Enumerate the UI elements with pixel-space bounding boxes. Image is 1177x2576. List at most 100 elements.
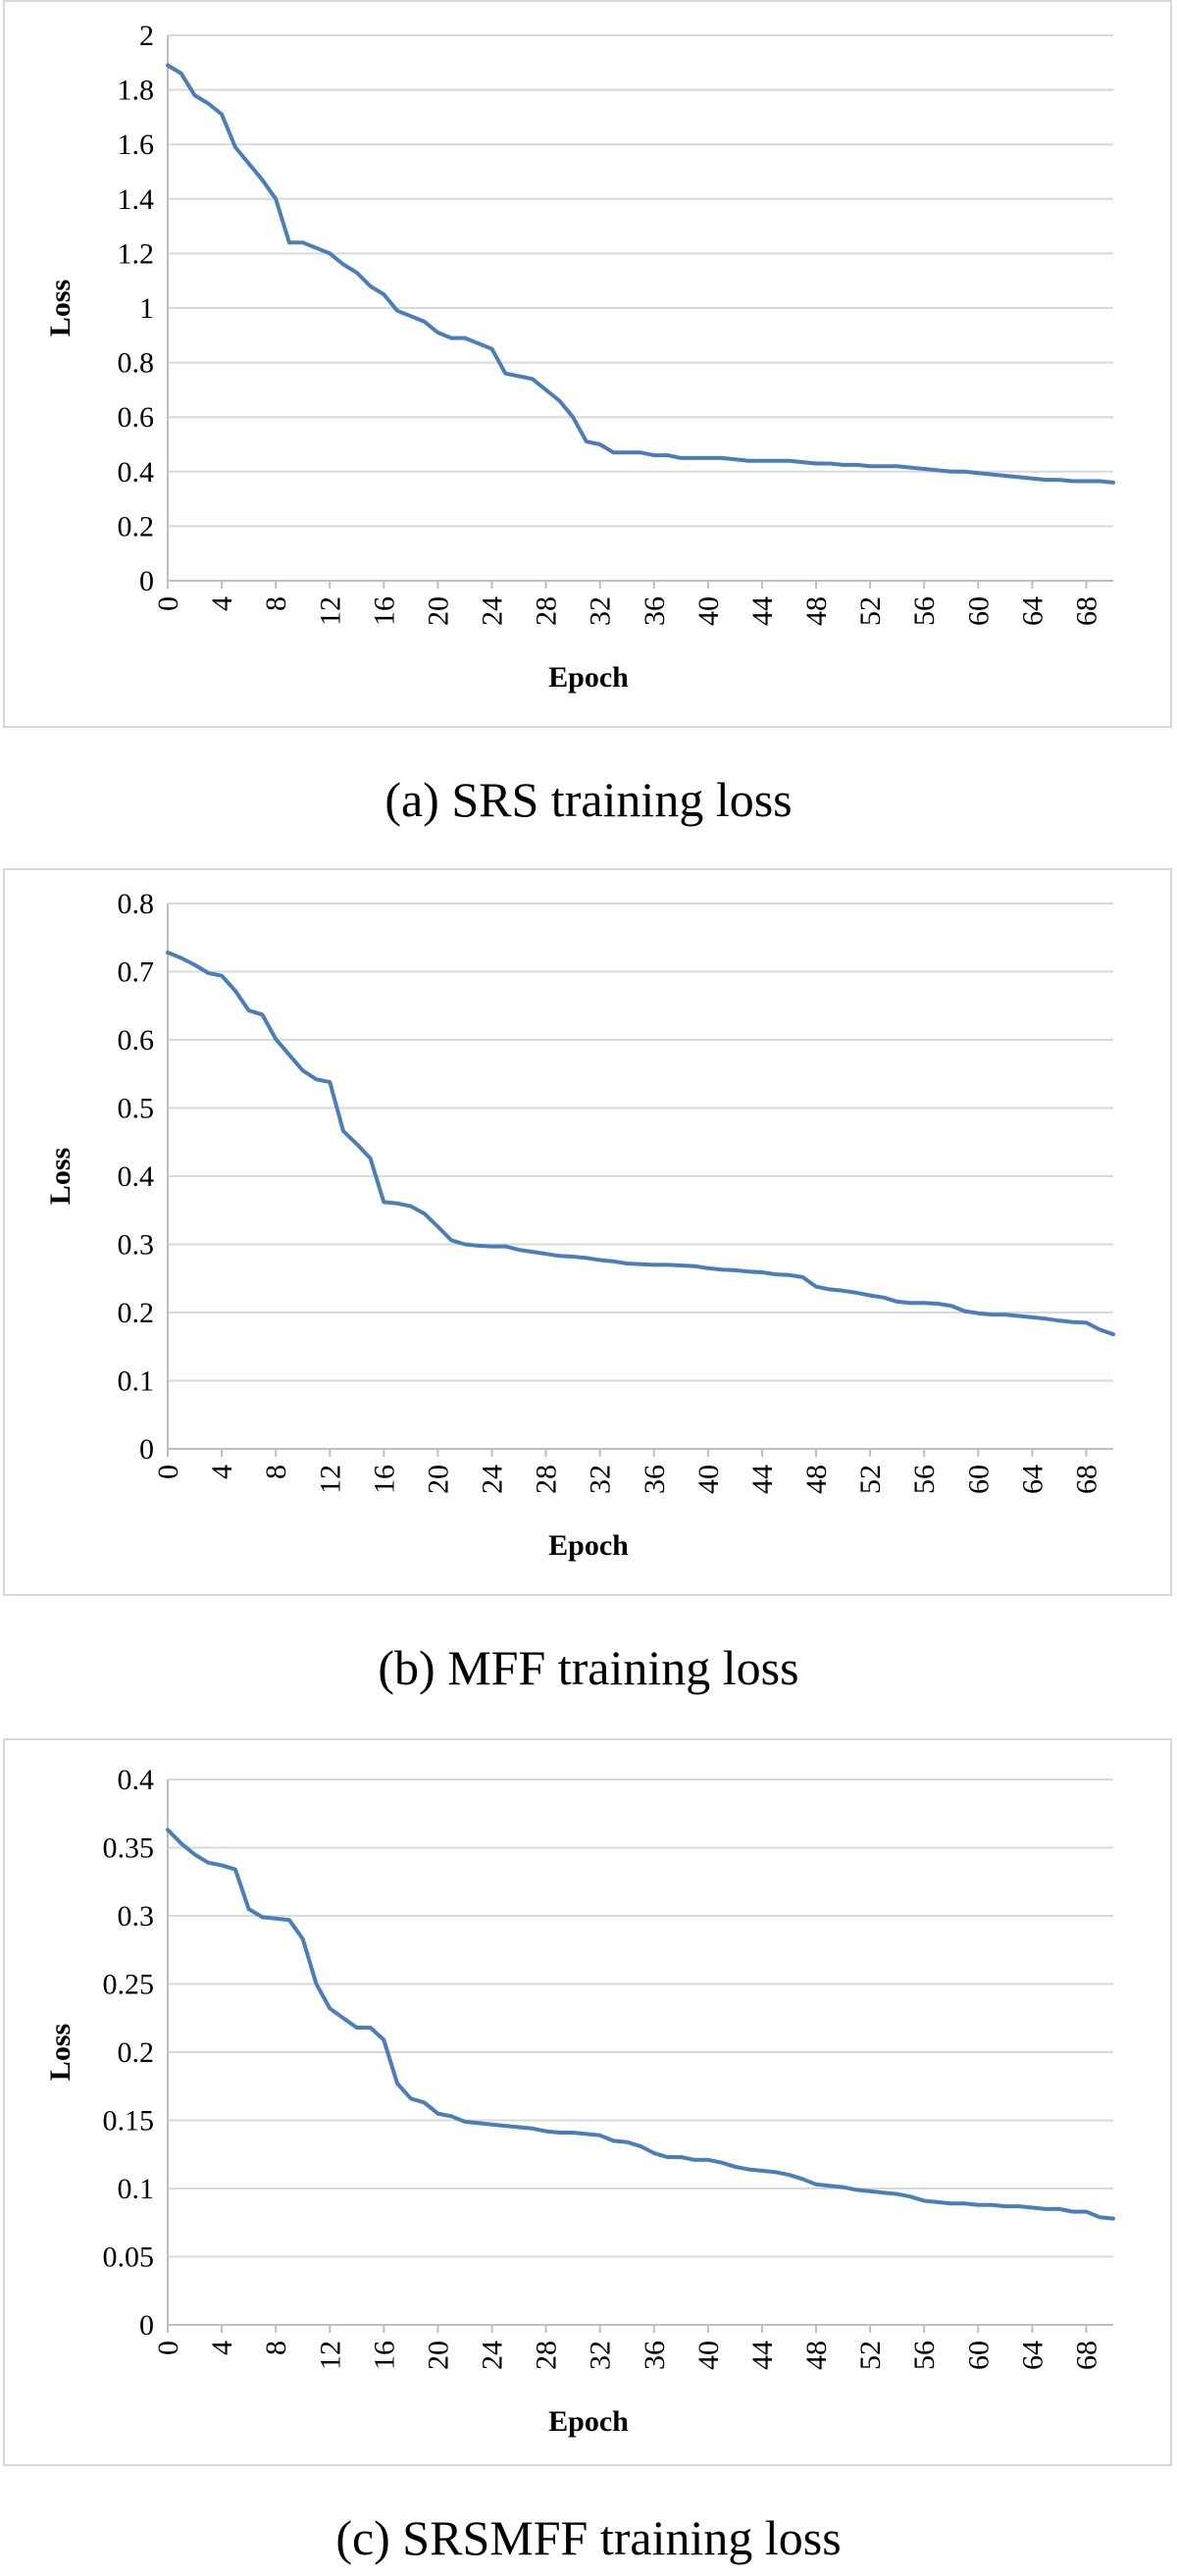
loss-series-line (166, 951, 1115, 1337)
y-tick-label: 0.6 (118, 1024, 155, 1056)
x-tick-label: 52 (854, 2341, 887, 2370)
x-tick-label: 28 (531, 596, 563, 626)
x-tick-label: 40 (692, 2341, 725, 2370)
x-tick-label: 36 (639, 2341, 671, 2370)
x-tick-label: 52 (854, 1465, 887, 1494)
x-axis-title: Epoch (548, 1529, 629, 1562)
y-tick-label: 0.4 (118, 1160, 155, 1193)
line-chart-srsmff: 00.050.10.150.20.250.30.350.40 4 8 12 16 20 24… (44, 1764, 1115, 2438)
y-tick-label: 1.8 (118, 75, 155, 107)
x-tick-label: 24 (477, 2341, 509, 2370)
chart-frame: 0 0.1 0.2 0.3 0.4 0.5 0.6 0.7 0.8 0 4 8 12 16 20 24 28 32… (3, 868, 1172, 1596)
y-tick-label: 0.35 (103, 1832, 155, 1865)
x-tick-label: 56 (908, 2341, 941, 2370)
y-tick-label: 1.2 (118, 237, 155, 270)
x-tick-label: 12 (314, 2341, 346, 2370)
x-tick-label: 0 (152, 2341, 184, 2355)
y-tick-label: 0.6 (118, 401, 155, 434)
x-tick-label: 60 (962, 596, 995, 626)
x-tick-label: 60 (962, 2341, 995, 2370)
y-tick-label: 0.7 (118, 956, 155, 989)
x-tick-label: 60 (962, 1465, 995, 1494)
y-tick-label: 0.3 (118, 1229, 155, 1262)
y-tick-label: 0.4 (118, 1764, 155, 1796)
line-chart-mff: 00.10.20.30.40.50.60.70.80 4 8 12 16 20 24 28 32… (44, 888, 1115, 1562)
x-tick-label: 48 (800, 596, 833, 626)
y-axis-title: Loss (44, 1148, 77, 1205)
x-tick-label: 40 (692, 596, 725, 626)
x-axis-title: Epoch (548, 2405, 629, 2438)
x-tick-label: 20 (422, 1465, 454, 1494)
x-tick-label: 8 (260, 1465, 292, 1479)
y-tick-label: 2 (139, 20, 154, 52)
x-tick-label: 44 (746, 1465, 779, 1494)
x-tick-label: 20 (422, 2341, 454, 2370)
x-tick-label: 36 (639, 1465, 671, 1494)
x-tick-label: 16 (368, 596, 400, 626)
x-tick-label: 0 (152, 596, 184, 611)
y-tick-label: 0.2 (118, 510, 155, 542)
x-tick-label: 36 (639, 596, 671, 626)
x-tick-label: 56 (908, 596, 941, 626)
x-tick-label: 4 (206, 2341, 238, 2355)
y-tick-label: 0 (139, 1433, 154, 1466)
x-tick-label: 16 (368, 2341, 400, 2370)
x-tick-label: 68 (1070, 2341, 1102, 2370)
x-tick-label: 64 (1016, 2341, 1049, 2370)
x-tick-label: 16 (368, 1465, 400, 1494)
x-tick-label: 24 (477, 1465, 509, 1494)
y-tick-label: 0.3 (118, 1900, 155, 1932)
x-axis-title: Epoch (548, 661, 629, 694)
x-tick-label: 12 (314, 596, 346, 626)
x-tick-label: 0 (152, 1465, 184, 1479)
x-tick-label: 68 (1070, 1465, 1102, 1494)
x-tick-label: 4 (206, 596, 238, 611)
loss-series-line (166, 1828, 1115, 2221)
x-tick-label: 52 (854, 596, 887, 626)
x-tick-label: 40 (692, 1465, 725, 1494)
x-tick-label: 32 (585, 1465, 617, 1494)
x-tick-label: 44 (746, 596, 779, 626)
x-tick-label: 56 (908, 1465, 941, 1494)
x-tick-label: 28 (531, 2341, 563, 2370)
chart-caption: (a) SRS training loss (384, 772, 793, 827)
y-tick-label: 1.6 (118, 129, 155, 161)
x-tick-label: 4 (206, 1465, 238, 1479)
y-tick-label: 0.1 (118, 1365, 155, 1398)
x-tick-label: 28 (531, 1465, 563, 1494)
y-tick-label: 0.25 (103, 1969, 155, 2001)
x-tick-label: 32 (585, 2341, 617, 2370)
x-tick-label: 64 (1016, 596, 1049, 626)
y-tick-label: 0.8 (118, 347, 155, 380)
x-tick-label: 44 (746, 2341, 779, 2370)
x-tick-label: 24 (477, 596, 509, 626)
y-axis-title: Loss (44, 2024, 77, 2081)
y-tick-label: 0 (139, 2309, 154, 2342)
y-tick-label: 0.5 (118, 1093, 155, 1125)
x-tick-label: 48 (800, 2341, 833, 2370)
loss-series-line (166, 63, 1115, 485)
y-tick-label: 0.2 (118, 2036, 155, 2069)
chart-frame: 0 0.2 0.4 0.6 0.8 1 1.2 1.4 1.6 1.8 2 0 4 8 12 16 20 24 28… (3, 0, 1172, 728)
x-tick-label: 8 (260, 596, 292, 611)
y-tick-label: 0.1 (118, 2173, 155, 2205)
x-tick-label: 68 (1070, 596, 1102, 626)
y-tick-label: 0.2 (118, 1297, 155, 1329)
x-tick-label: 48 (800, 1465, 833, 1494)
x-tick-label: 64 (1016, 1465, 1049, 1494)
y-tick-label: 0.15 (103, 2105, 155, 2138)
y-tick-label: 0 (139, 565, 154, 597)
y-tick-label: 1.4 (118, 183, 155, 216)
x-tick-label: 20 (422, 596, 454, 626)
x-tick-label: 32 (585, 596, 617, 626)
x-tick-label: 12 (314, 1465, 346, 1494)
x-tick-label: 8 (260, 2341, 292, 2355)
y-tick-label: 0.4 (118, 456, 155, 489)
y-tick-label: 0.05 (103, 2241, 155, 2274)
y-tick-label: 1 (139, 292, 154, 325)
chart-caption: (c) SRSMFF training loss (335, 2510, 842, 2565)
chart-caption: (b) MFF training loss (378, 1640, 799, 1695)
line-chart-srs: 00.20.40.60.811.21.41.61.820 4 8 12 16 20 24 28… (44, 20, 1115, 694)
y-tick-label: 0.8 (118, 888, 155, 920)
chart-frame: 0 0.05 0.1 0.15 0.2 0.25 0.3 0.35 0.4 0 4 8 12 16 20 24… (3, 1738, 1172, 2466)
